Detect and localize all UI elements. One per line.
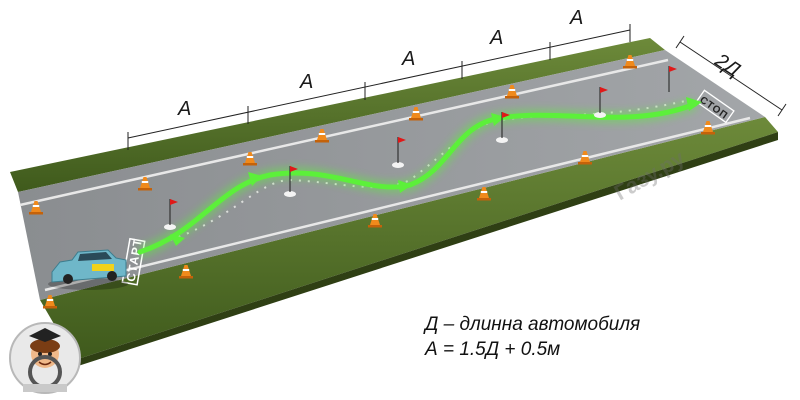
- segment-label-5: А: [569, 7, 583, 29]
- width-label: 2Д: [710, 49, 744, 82]
- legend-line-car-length: Д – длинна автомобиля: [425, 312, 640, 337]
- driving-instructor-logo-icon: [10, 323, 80, 393]
- legend-line-segment-formula: А = 1.5Д + 0.5м: [425, 337, 640, 362]
- segment-label-3: А: [401, 48, 415, 70]
- segment-label-2: А: [299, 71, 313, 93]
- segment-label-4: А: [489, 27, 503, 49]
- legend: Д – длинна автомобиля А = 1.5Д + 0.5м: [425, 312, 640, 362]
- segment-label-1: А: [177, 98, 191, 120]
